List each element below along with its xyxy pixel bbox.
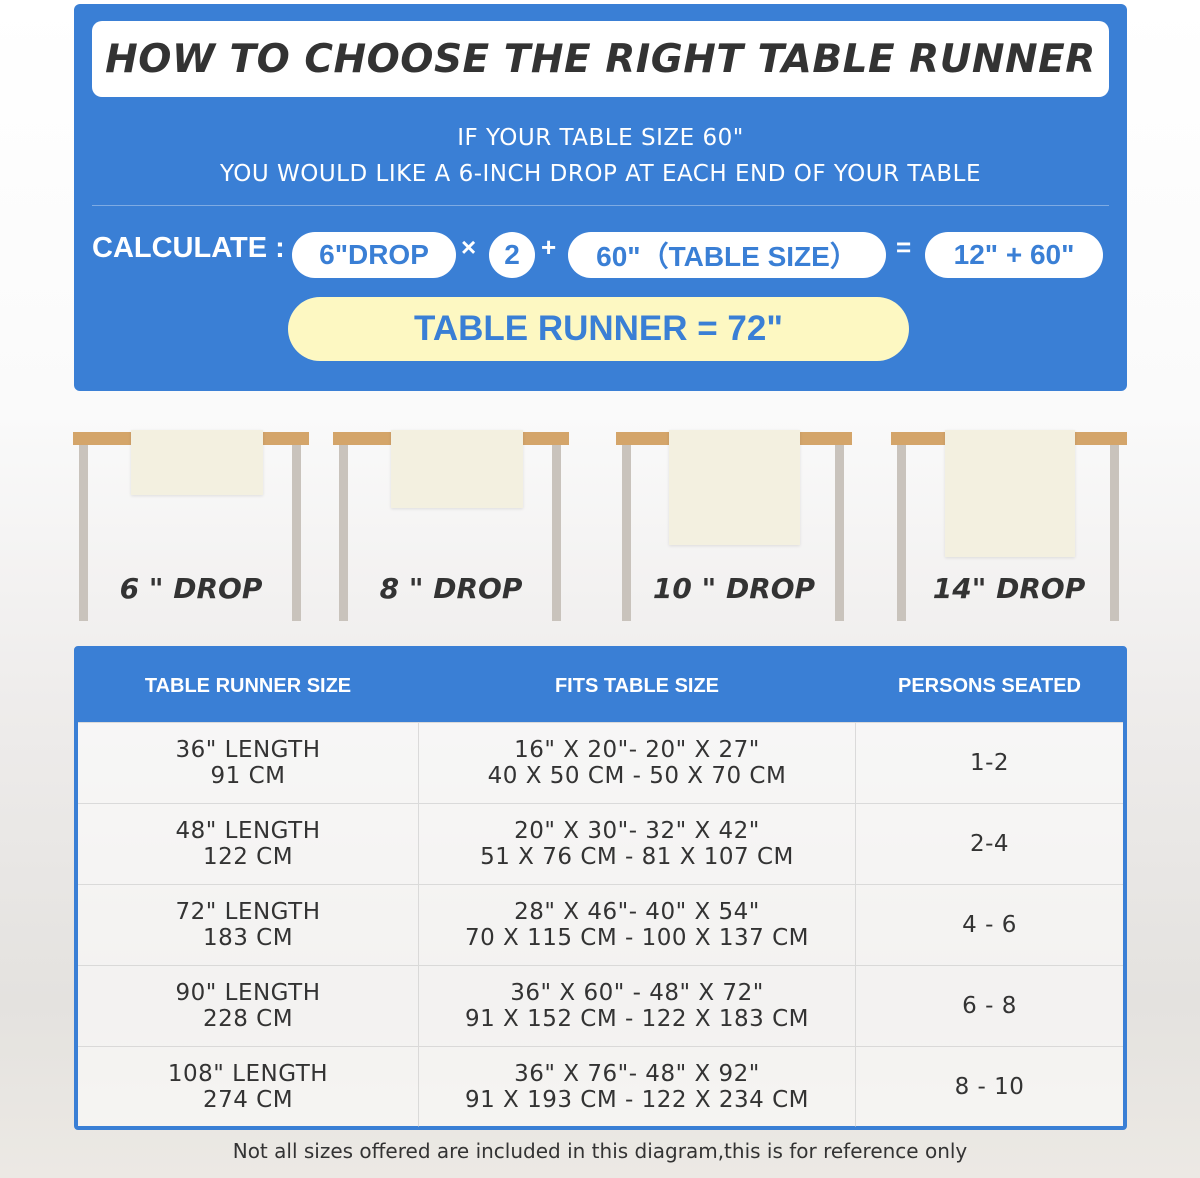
table-row: 108" LENGTH 274 CM 36" X 76"- 48" X 92" 91… xyxy=(78,1046,1123,1127)
times-sign: × xyxy=(461,232,477,262)
size-inches: 48" LENGTH xyxy=(175,818,321,844)
table-leg xyxy=(552,445,561,621)
size-cm: 91 CM xyxy=(210,763,286,789)
drop-illustration: 10 " DROP xyxy=(616,430,852,622)
footnote: Not all sizes offered are included in th… xyxy=(232,1139,968,1163)
fits-inches: 20" X 30"- 32" X 42" xyxy=(514,818,760,844)
table-row: 72" LENGTH 183 CM 28" X 46"- 40" X 54" 70 … xyxy=(78,884,1123,965)
drop-illustration: 8 " DROP xyxy=(333,430,569,622)
table-leg xyxy=(835,445,844,621)
table-leg xyxy=(1110,445,1119,621)
persons-cell: 6 - 8 xyxy=(856,966,1123,1046)
fits-table-cell: 16" X 20"- 20" X 27" 40 X 50 CM - 50 X 70… xyxy=(418,723,856,803)
header-fits-table: FITS TABLE SIZE xyxy=(554,674,720,697)
size-inches: 90" LENGTH xyxy=(175,980,321,1006)
drop-illustration: 6 " DROP xyxy=(73,430,309,622)
page-title: HOW TO CHOOSE THE RIGHT TABLE RUNNER xyxy=(92,21,1109,97)
fits-cm: 40 X 50 CM - 50 X 70 CM xyxy=(487,763,787,789)
fits-table-cell: 20" X 30"- 32" X 42" 51 X 76 CM - 81 X 10… xyxy=(418,804,856,884)
runner-size-cell: 108" LENGTH 274 CM xyxy=(78,1047,418,1127)
persons-cell: 8 - 10 xyxy=(856,1047,1123,1127)
runner-drape xyxy=(391,430,523,508)
table-leg xyxy=(79,445,88,621)
fits-table-cell: 28" X 46"- 40" X 54" 70 X 115 CM - 100 X … xyxy=(418,885,856,965)
intro-line-1: IF YOUR TABLE SIZE 60" xyxy=(457,125,744,151)
persons-cell: 4 - 6 xyxy=(856,885,1123,965)
runner-drape xyxy=(131,430,263,495)
runner-size-cell: 72" LENGTH 183 CM xyxy=(78,885,418,965)
fits-inches: 28" X 46"- 40" X 54" xyxy=(514,899,760,925)
drop-illustration: 14" DROP xyxy=(891,430,1127,622)
fits-inches: 36" X 76"- 48" X 92" xyxy=(514,1061,760,1087)
persons-value: 2-4 xyxy=(969,831,1010,857)
header-persons: PERSONS SEATED xyxy=(898,674,1081,697)
fits-inches: 36" X 60" - 48" X 72" xyxy=(510,980,764,1006)
table-header: TABLE RUNNER SIZE FITS TABLE SIZE PERSON… xyxy=(78,650,1123,722)
size-cm: 228 CM xyxy=(202,1006,294,1032)
persons-value: 4 - 6 xyxy=(962,912,1017,938)
drop-label: 10 " DROP xyxy=(652,572,816,605)
calculation-panel: HOW TO CHOOSE THE RIGHT TABLE RUNNER IF … xyxy=(74,4,1127,391)
table-leg xyxy=(897,445,906,621)
table-leg xyxy=(292,445,301,621)
size-cm: 122 CM xyxy=(202,844,294,870)
size-inches: 108" LENGTH xyxy=(167,1061,329,1087)
drop-pill: 6"DROP xyxy=(292,232,456,278)
runner-drape xyxy=(669,430,800,545)
fits-cm: 91 X 193 CM - 122 X 234 CM xyxy=(464,1087,810,1113)
calculate-label: CALCULATE : xyxy=(92,232,285,264)
runner-size-cell: 90" LENGTH 228 CM xyxy=(78,966,418,1046)
drop-label: 6 " DROP xyxy=(119,572,263,605)
table-leg xyxy=(339,445,348,621)
persons-cell: 2-4 xyxy=(856,804,1123,884)
persons-value: 6 - 8 xyxy=(962,993,1017,1019)
table-row: 90" LENGTH 228 CM 36" X 60" - 48" X 72" 91… xyxy=(78,965,1123,1046)
table-leg xyxy=(622,445,631,621)
runner-drape xyxy=(945,430,1075,557)
multiplier-pill: 2 xyxy=(489,232,535,278)
size-inches: 36" LENGTH xyxy=(175,737,321,763)
intro-line-2: YOU WOULD LIKE A 6-INCH DROP AT EACH END… xyxy=(219,161,982,187)
table-row: 48" LENGTH 122 CM 20" X 30"- 32" X 42" 51 … xyxy=(78,803,1123,884)
fits-cm: 51 X 76 CM - 81 X 107 CM xyxy=(480,844,794,870)
fits-cm: 91 X 152 CM - 122 X 183 CM xyxy=(464,1006,810,1032)
size-cm: 183 CM xyxy=(202,925,294,951)
sum-pill: 12" + 60" xyxy=(925,232,1103,278)
persons-cell: 1-2 xyxy=(856,723,1123,803)
runner-size-cell: 36" LENGTH 91 CM xyxy=(78,723,418,803)
fits-table-cell: 36" X 76"- 48" X 92" 91 X 193 CM - 122 X … xyxy=(418,1047,856,1127)
equals-sign: = xyxy=(896,232,912,262)
drop-label: 8 " DROP xyxy=(379,572,523,605)
divider xyxy=(92,205,1109,206)
table-size-pill: 60"（TABLE SIZE） xyxy=(568,232,886,278)
fits-table-cell: 36" X 60" - 48" X 72" 91 X 152 CM - 122 X… xyxy=(418,966,856,1046)
size-cm: 274 CM xyxy=(202,1087,294,1113)
fits-inches: 16" X 20"- 20" X 27" xyxy=(514,737,760,763)
result-pill: TABLE RUNNER = 72" xyxy=(288,297,909,361)
table-row: 36" LENGTH 91 CM 16" X 20"- 20" X 27" 40 X… xyxy=(78,722,1123,803)
header-runner-size: TABLE RUNNER SIZE xyxy=(144,674,352,697)
fits-cm: 70 X 115 CM - 100 X 137 CM xyxy=(464,925,810,951)
size-table: TABLE RUNNER SIZE FITS TABLE SIZE PERSON… xyxy=(74,646,1127,1130)
size-inches: 72" LENGTH xyxy=(175,899,321,925)
persons-value: 8 - 10 xyxy=(954,1074,1025,1100)
plus-sign: + xyxy=(541,232,557,262)
persons-value: 1-2 xyxy=(969,750,1010,776)
drop-label: 14" DROP xyxy=(932,572,1086,605)
runner-size-cell: 48" LENGTH 122 CM xyxy=(78,804,418,884)
